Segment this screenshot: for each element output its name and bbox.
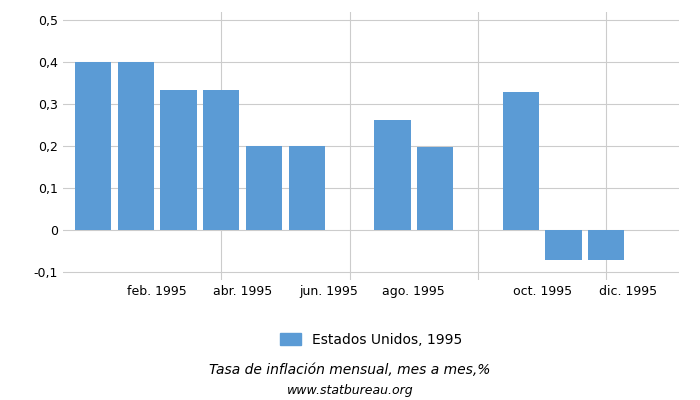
Bar bbox=[160, 90, 197, 230]
Bar bbox=[118, 62, 154, 230]
Bar bbox=[288, 146, 325, 230]
Bar bbox=[374, 120, 411, 230]
Bar bbox=[75, 62, 111, 230]
Bar bbox=[545, 230, 582, 260]
Text: Tasa de inflación mensual, mes a mes,%: Tasa de inflación mensual, mes a mes,% bbox=[209, 363, 491, 377]
Bar bbox=[503, 92, 539, 230]
Bar bbox=[417, 147, 454, 230]
Text: www.statbureau.org: www.statbureau.org bbox=[287, 384, 413, 397]
Legend: Estados Unidos, 1995: Estados Unidos, 1995 bbox=[274, 327, 468, 352]
Bar bbox=[246, 146, 282, 230]
Bar bbox=[203, 90, 239, 230]
Bar bbox=[588, 230, 624, 260]
